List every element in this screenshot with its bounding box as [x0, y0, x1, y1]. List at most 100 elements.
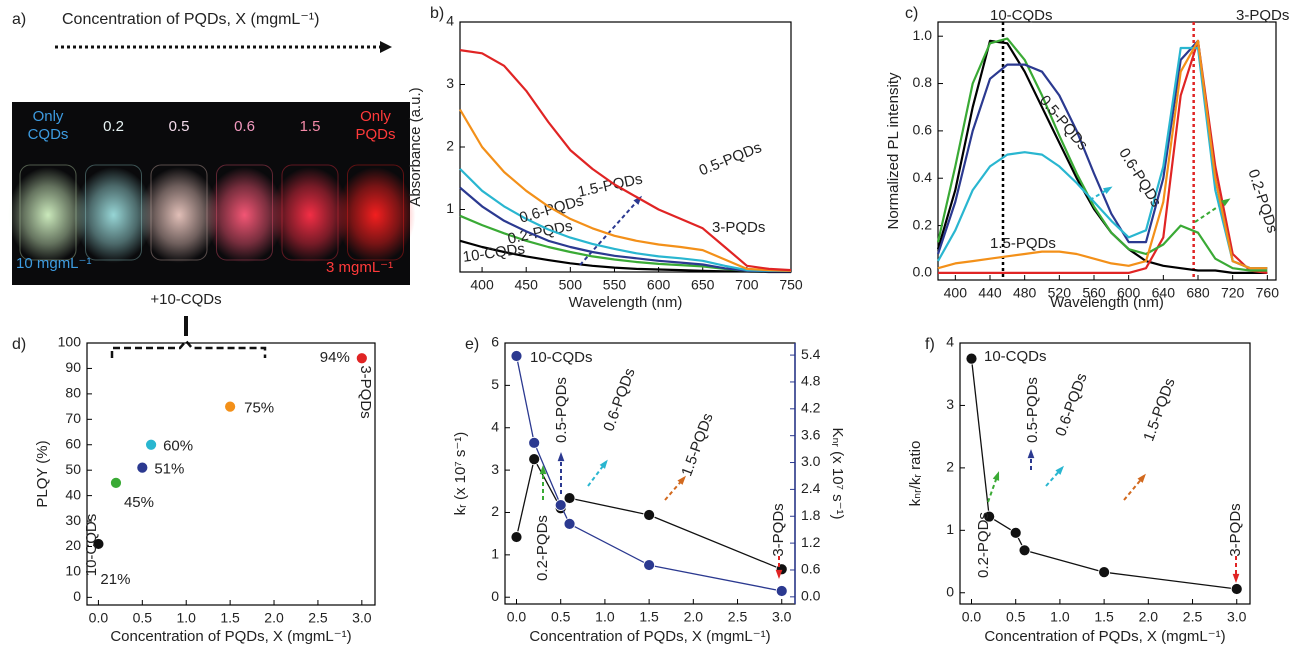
y-tick-label: 0.6 — [913, 122, 933, 138]
panel-label: a) — [12, 11, 26, 28]
y-axis-label: kₙᵣ/kᵣ ratio — [907, 441, 924, 507]
y-tick-label: 5 — [491, 376, 499, 392]
series-line — [970, 358, 1237, 590]
y-tick-label: 3 — [946, 396, 954, 412]
annotation: 0.5-PQDs — [553, 377, 570, 443]
y-tick-label: 0.4 — [913, 169, 933, 185]
arrow-head — [599, 459, 608, 469]
x-tick-label: 3.0 — [772, 609, 792, 625]
arrow-head — [380, 41, 392, 53]
annotation: 10-CQDs — [83, 514, 100, 577]
x-tick-label: 760 — [1256, 285, 1280, 301]
plot-frame — [459, 21, 792, 273]
data-point — [775, 585, 788, 597]
vial-label: Only CQDs — [27, 108, 69, 143]
x-tick-label: 1.0 — [176, 610, 196, 626]
y-tick-label: 1.0 — [913, 27, 933, 43]
y2-tick-label: 0.0 — [801, 588, 821, 604]
data-point — [1018, 544, 1031, 557]
vial-glow — [73, 167, 154, 263]
panel-label: e) — [465, 336, 479, 353]
x-axis-label: Concentration of PQDs, X (mgmL⁻¹) — [110, 628, 351, 645]
annotation-arrow — [1089, 187, 1111, 201]
data-point — [355, 352, 368, 365]
data-point — [643, 509, 656, 521]
x-tick-label: 2.0 — [684, 609, 704, 625]
x-axis-label: Wavelength (nm) — [569, 294, 683, 311]
data-point — [554, 499, 567, 511]
x-tick-label: 0.5 — [551, 609, 571, 625]
x-tick-label: 700 — [735, 277, 759, 293]
y-tick-label: 30 — [65, 512, 81, 528]
annotation: 0.5-PQDs — [1024, 377, 1041, 443]
x-tick-label: 0.5 — [133, 610, 153, 626]
data-point — [1009, 526, 1022, 539]
data-point — [136, 461, 149, 474]
annotation: 3-PQDs — [770, 503, 787, 556]
x-tick-label: 400 — [944, 285, 968, 301]
annotation: 0.6-PQDs — [1052, 371, 1091, 439]
annotation-arrow — [1123, 475, 1145, 501]
data-point — [145, 438, 157, 451]
panel-label: f) — [925, 336, 935, 353]
x-tick-label: 600 — [647, 277, 671, 293]
vial — [347, 164, 404, 261]
photo-note: 10 mgmL⁻¹ — [16, 255, 92, 272]
series-label: 1.5-PQDs — [990, 235, 1056, 252]
x-tick-label: 2.5 — [1183, 609, 1203, 625]
arrow-head — [557, 452, 565, 462]
vial-glow — [335, 167, 416, 263]
y-axis-label: kᵣ (x 10⁷ s⁻¹) — [452, 432, 469, 516]
y-tick-label: 1 — [491, 546, 499, 562]
vials — [8, 164, 416, 263]
y-tick-label: 60 — [65, 435, 81, 451]
y-tick-label: 6 — [491, 334, 499, 350]
vial-glow — [139, 167, 219, 263]
y-tick-label: 1 — [446, 200, 454, 216]
series-line — [937, 39, 1268, 270]
y-tick-label: 40 — [65, 486, 81, 502]
x-tick-label: 1.0 — [1050, 609, 1070, 625]
y-tick-label: 70 — [65, 410, 81, 426]
series-line — [459, 108, 792, 272]
vial-label: Only PQDs — [355, 108, 396, 143]
y2-tick-label: 4.2 — [801, 400, 821, 416]
annotation: 0.2-PQDs — [975, 512, 992, 578]
arrow-head — [1055, 465, 1064, 475]
x-axis-label: Concentration of PQDs, X (mgmL⁻¹) — [529, 628, 770, 645]
value-label: 21% — [100, 571, 130, 588]
y-tick-label: 0 — [946, 583, 954, 599]
data-point — [563, 517, 576, 530]
annotation: 3-PQDs — [1227, 503, 1244, 556]
y-tick-label: 4 — [491, 418, 499, 434]
x-tick-label: 1.5 — [220, 610, 240, 626]
vial-glow — [270, 167, 350, 263]
data-point — [643, 559, 656, 571]
y2-axis-label: Kₙᵣ (x 10⁷ s⁻¹) — [829, 427, 846, 519]
y2-tick-label: 2.4 — [801, 480, 821, 496]
x-axis-label: Wavelength (nm) — [1050, 294, 1164, 311]
x-tick-label: 0.5 — [1006, 609, 1026, 625]
annotation: 10-CQDs — [530, 349, 593, 366]
x-tick-label: 1.0 — [595, 609, 615, 625]
data-point — [510, 350, 523, 362]
plot-frame — [937, 21, 1277, 281]
vial-glow — [204, 167, 285, 263]
value-label: 45% — [124, 494, 154, 511]
series-line — [936, 39, 1268, 270]
bracket — [110, 339, 267, 358]
y-tick-label: 3 — [446, 75, 454, 91]
vial-label: 0.2 — [103, 118, 124, 135]
y-tick-label: 0.2 — [913, 216, 933, 232]
x-tick-label: 650 — [691, 277, 715, 293]
x-tick-label: 440 — [978, 285, 1002, 301]
y-tick-label: 4 — [446, 13, 454, 29]
x-tick-label: 2.5 — [728, 609, 748, 625]
y2-tick-label: 4.8 — [801, 373, 821, 389]
x-tick-label: 720 — [1221, 285, 1245, 301]
series-label: 0.5-PQDs — [697, 139, 764, 179]
series-line — [936, 37, 1268, 272]
arrow-head — [677, 475, 686, 485]
y-tick-label: 80 — [65, 385, 81, 401]
